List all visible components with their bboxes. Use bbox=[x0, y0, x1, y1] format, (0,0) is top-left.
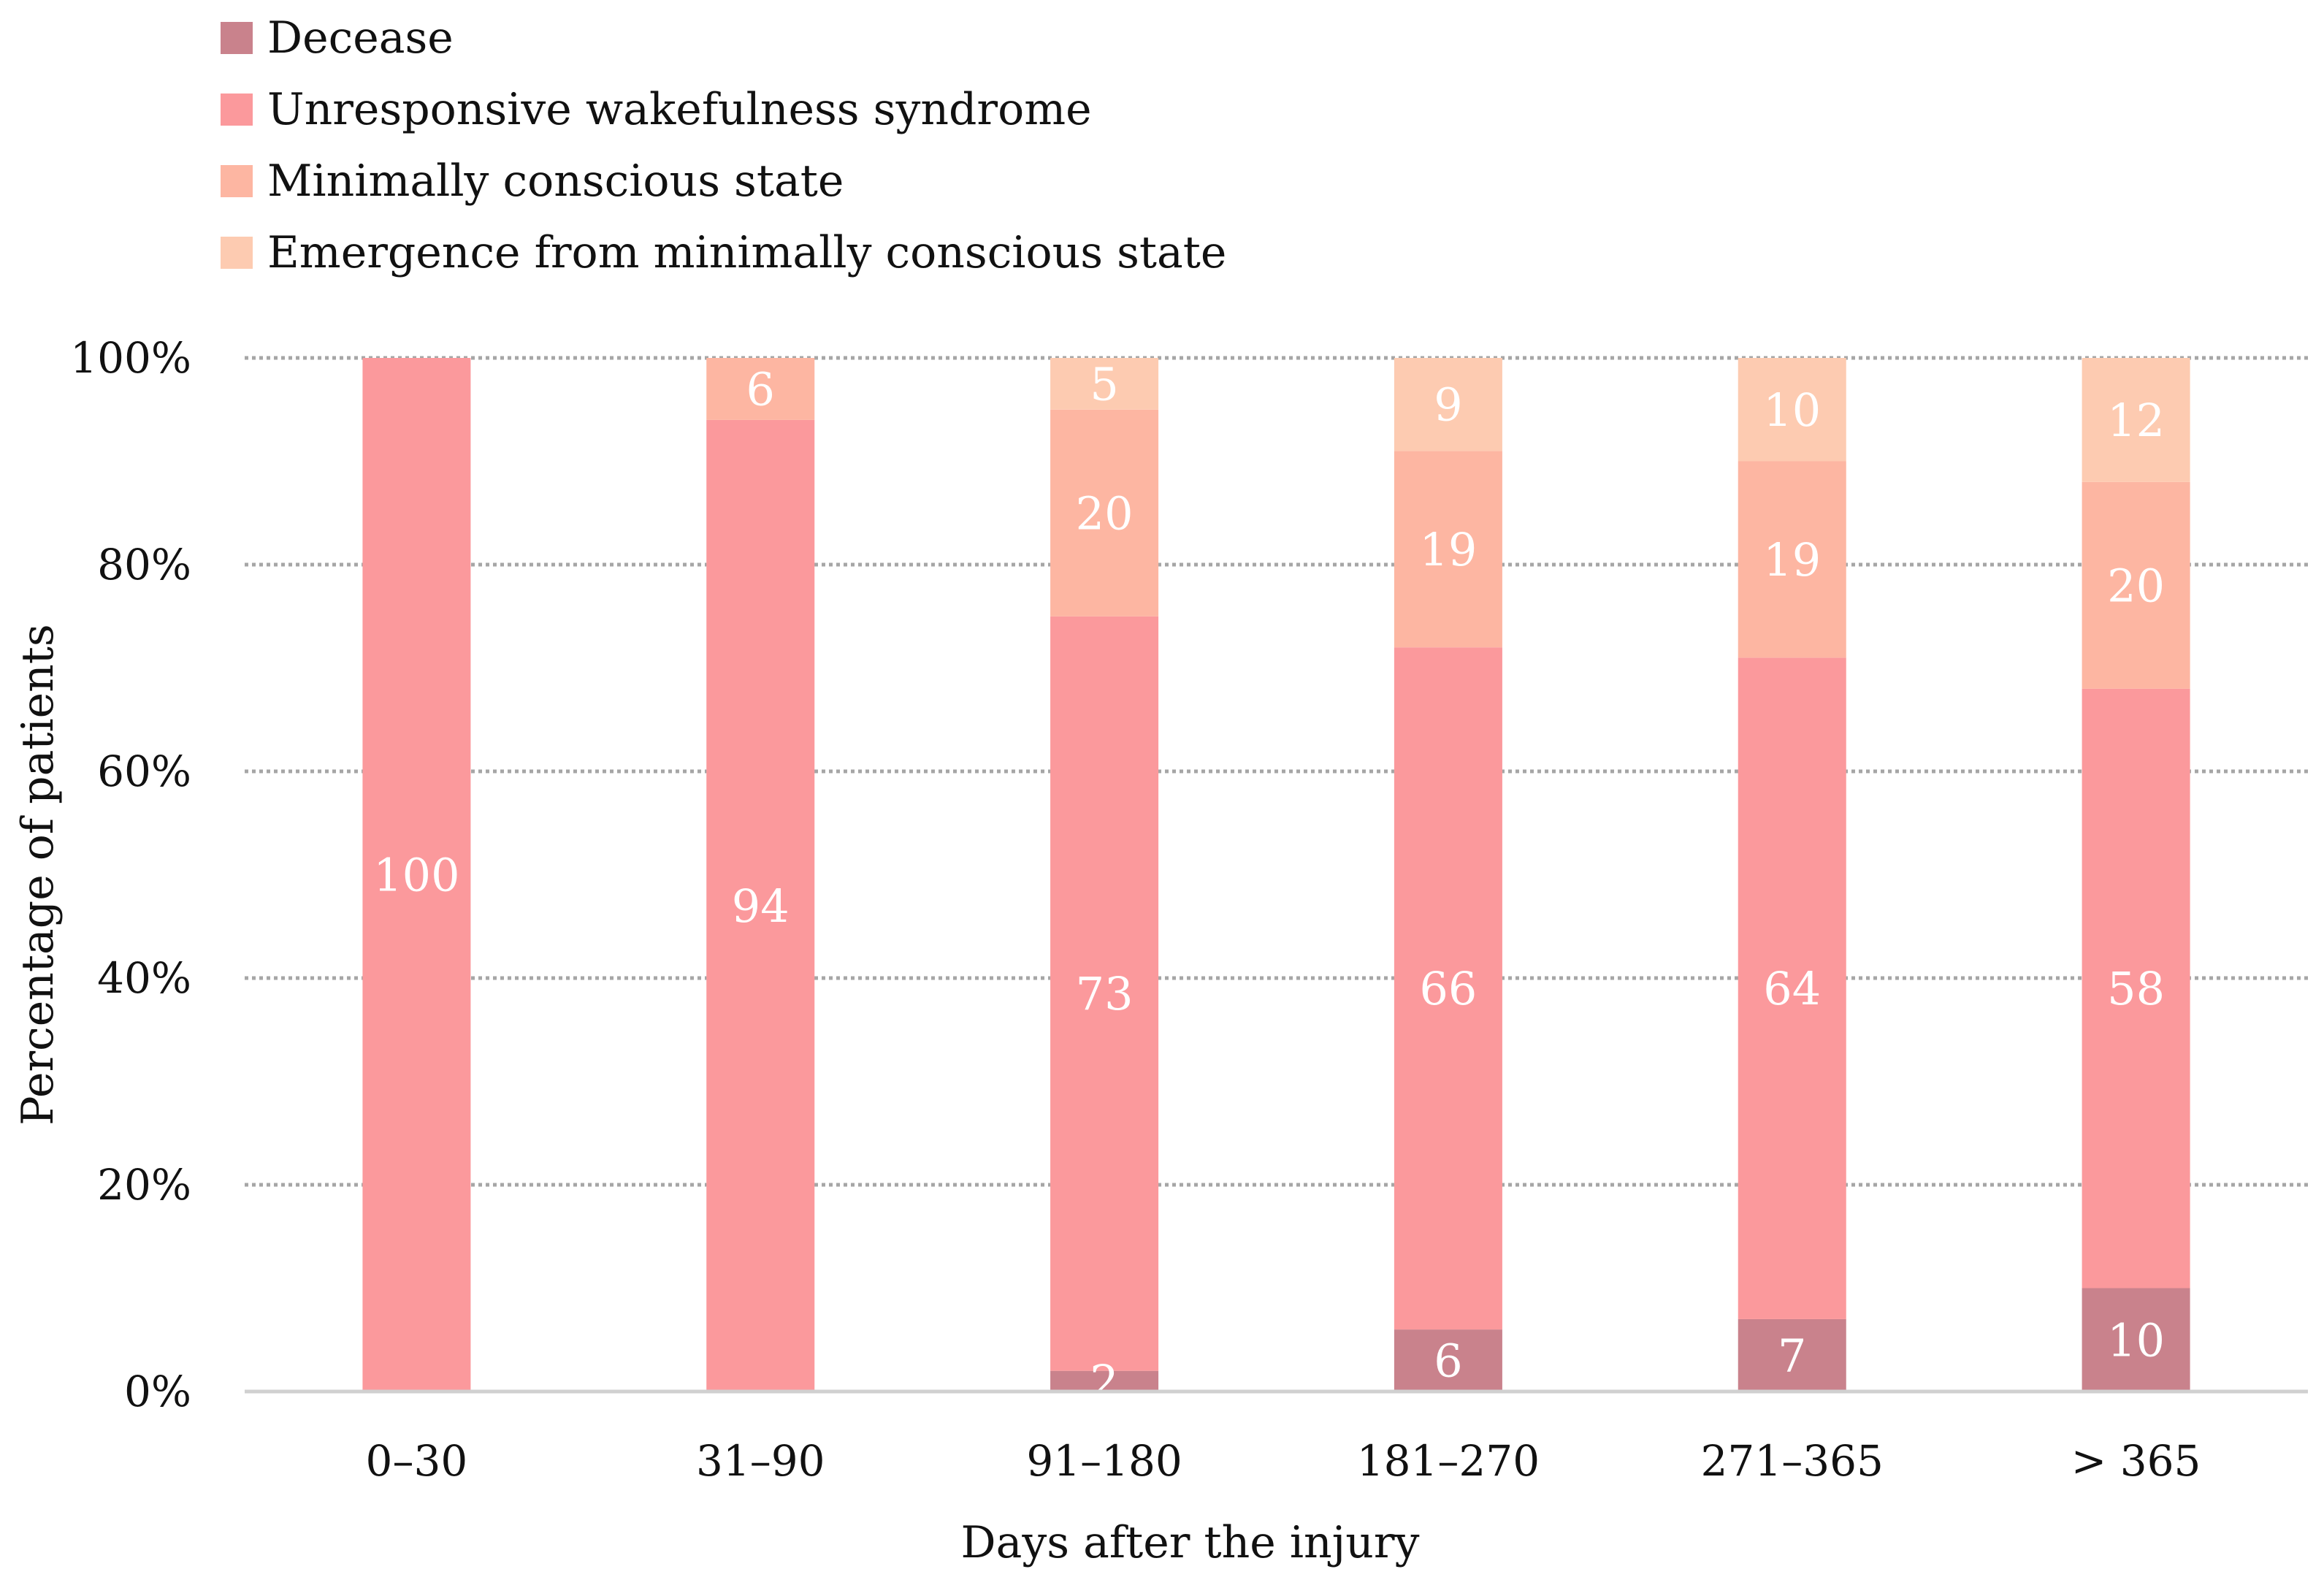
data-label: 94 bbox=[732, 879, 790, 933]
legend-label-2: Minimally conscious state bbox=[267, 156, 844, 207]
y-tick-label: 0% bbox=[124, 1367, 191, 1416]
x-tick-label: 31–90 bbox=[696, 1436, 825, 1486]
legend-swatch-3 bbox=[221, 237, 253, 269]
bar-segment bbox=[1394, 451, 1502, 648]
y-tick-label: 20% bbox=[97, 1160, 191, 1210]
data-label: 10 bbox=[1763, 383, 1821, 437]
bar-segment bbox=[1738, 657, 1846, 1319]
bar-segment bbox=[2082, 358, 2190, 482]
bar-segment bbox=[1050, 358, 1159, 410]
data-label: 6 bbox=[1434, 1335, 1462, 1388]
bar-segment bbox=[1394, 1329, 1502, 1392]
data-label: 19 bbox=[1419, 523, 1477, 576]
bar-segment bbox=[1738, 1318, 1846, 1392]
data-label: 2 bbox=[1090, 1355, 1118, 1408]
data-label: 58 bbox=[2107, 962, 2165, 1015]
bar-segment bbox=[2082, 688, 2190, 1289]
bar-segment bbox=[706, 419, 815, 1392]
bar-segment bbox=[1394, 358, 1502, 451]
bar-segment bbox=[1050, 616, 1159, 1371]
data-label: 100 bbox=[373, 849, 459, 902]
x-tick-label: 181–270 bbox=[1357, 1436, 1540, 1486]
data-label: 64 bbox=[1763, 962, 1821, 1015]
data-label: 20 bbox=[2107, 559, 2165, 612]
x-axis-title: Days after the injury bbox=[961, 1517, 1420, 1568]
bar-segment bbox=[1738, 358, 1846, 462]
data-label: 12 bbox=[2107, 394, 2165, 447]
data-label: 10 bbox=[2107, 1313, 2165, 1367]
bar-segment bbox=[362, 358, 471, 1392]
data-label: 7 bbox=[1778, 1329, 1806, 1382]
axes: 0% 20% 40% 60% 80% 100% 0–30 31–90 91–180 181–270… bbox=[70, 333, 2308, 1486]
data-label: 9 bbox=[1434, 378, 1462, 432]
bar-segment bbox=[1050, 1370, 1159, 1392]
bar-segment bbox=[1394, 647, 1502, 1330]
x-tick-label: 0–30 bbox=[366, 1436, 468, 1486]
y-axis-title: Percentage of patients bbox=[12, 624, 64, 1125]
bar-segment bbox=[2082, 1288, 2190, 1392]
legend-label-3: Emergence from minimally conscious state bbox=[267, 227, 1226, 278]
y-tick-label: 80% bbox=[97, 540, 191, 589]
bar-segment bbox=[1738, 461, 1846, 658]
data-label: 73 bbox=[1076, 967, 1134, 1020]
y-tick-label: 40% bbox=[97, 953, 191, 1003]
legend-swatch-0 bbox=[221, 22, 253, 54]
legend-label-0: Decease bbox=[267, 12, 454, 64]
legend: Decease Unresponsive wakefulness syndrome… bbox=[221, 12, 1226, 278]
x-tick-label: > 365 bbox=[2071, 1436, 2201, 1486]
data-label: 19 bbox=[1763, 533, 1821, 587]
x-tick-label: 271–365 bbox=[1701, 1436, 1884, 1486]
legend-swatch-1 bbox=[221, 93, 253, 126]
bar-segment bbox=[706, 358, 815, 420]
y-tick-label: 100% bbox=[70, 333, 191, 383]
data-label: 5 bbox=[1090, 357, 1118, 411]
x-tick-label: 91–180 bbox=[1026, 1436, 1182, 1486]
data-label: 66 bbox=[1419, 962, 1477, 1015]
data-label: 20 bbox=[1076, 486, 1134, 540]
gridlines bbox=[245, 356, 2308, 1187]
legend-label-1: Unresponsive wakefulness syndrome bbox=[267, 84, 1092, 135]
data-label: 6 bbox=[746, 362, 775, 416]
bars bbox=[362, 358, 2190, 1392]
legend-swatch-2 bbox=[221, 165, 253, 197]
bar-segment bbox=[2082, 481, 2190, 689]
bar-segment bbox=[1050, 409, 1159, 617]
y-tick-label: 60% bbox=[97, 747, 191, 796]
